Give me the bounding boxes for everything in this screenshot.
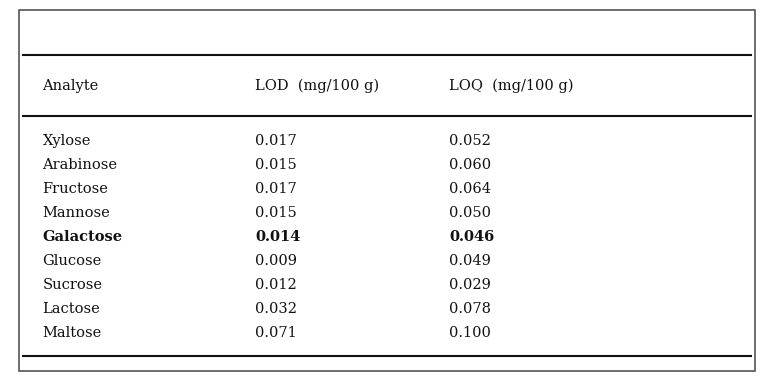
Text: 0.050: 0.050: [449, 206, 491, 220]
Text: 0.017: 0.017: [255, 134, 297, 148]
Text: 0.029: 0.029: [449, 278, 491, 292]
Text: 0.100: 0.100: [449, 326, 491, 340]
Text: Maltose: Maltose: [43, 326, 102, 340]
FancyBboxPatch shape: [19, 10, 755, 371]
Text: 0.015: 0.015: [255, 206, 297, 220]
Text: Galactose: Galactose: [43, 230, 123, 244]
Text: Xylose: Xylose: [43, 134, 91, 148]
Text: 0.049: 0.049: [449, 254, 491, 268]
Text: 0.078: 0.078: [449, 302, 491, 316]
Text: 0.060: 0.060: [449, 158, 491, 172]
Text: 0.052: 0.052: [449, 134, 491, 148]
Text: 0.017: 0.017: [255, 182, 297, 196]
Text: 0.046: 0.046: [449, 230, 494, 244]
Text: Arabinose: Arabinose: [43, 158, 118, 172]
Text: 0.014: 0.014: [255, 230, 301, 244]
Text: 0.012: 0.012: [255, 278, 297, 292]
Text: Glucose: Glucose: [43, 254, 102, 268]
Text: Sucrose: Sucrose: [43, 278, 103, 292]
Text: Lactose: Lactose: [43, 302, 101, 316]
Text: 0.015: 0.015: [255, 158, 297, 172]
Text: Fructose: Fructose: [43, 182, 108, 196]
Text: Analyte: Analyte: [43, 79, 99, 93]
Text: 0.064: 0.064: [449, 182, 491, 196]
Text: LOQ  (mg/100 g): LOQ (mg/100 g): [449, 78, 574, 93]
Text: 0.009: 0.009: [255, 254, 297, 268]
Text: LOD  (mg/100 g): LOD (mg/100 g): [255, 78, 379, 93]
Text: 0.071: 0.071: [255, 326, 297, 340]
Text: 0.032: 0.032: [255, 302, 297, 316]
Text: Mannose: Mannose: [43, 206, 111, 220]
